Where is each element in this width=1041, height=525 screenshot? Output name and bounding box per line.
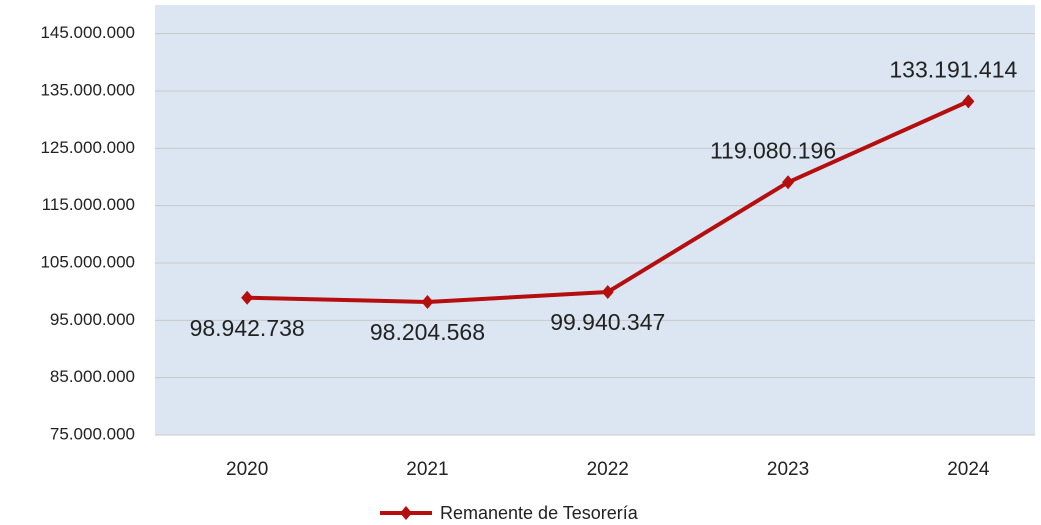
y-tick-label: 125.000.000	[40, 138, 135, 157]
y-tick-label: 75.000.000	[50, 424, 135, 443]
marker	[962, 94, 975, 109]
y-tick-label: 105.000.000	[40, 252, 135, 271]
legend-marker	[400, 506, 412, 520]
data-label: 98.942.738	[190, 315, 305, 341]
plot-area	[155, 5, 1035, 435]
x-tick-label: 2024	[947, 459, 990, 480]
marker	[782, 175, 795, 190]
y-tick-label: 135.000.000	[40, 80, 135, 99]
data-label: 99.940.347	[550, 309, 665, 335]
y-tick-label: 145.000.000	[40, 23, 135, 42]
legend-label: Remanente de Tesorería	[440, 503, 639, 523]
y-tick-label: 85.000.000	[50, 367, 135, 386]
y-tick-label: 115.000.000	[42, 195, 135, 214]
data-label: 133.191.414	[889, 56, 1017, 82]
data-label: 119.080.196	[710, 137, 836, 163]
marker	[421, 294, 434, 309]
x-tick-label: 2021	[406, 459, 448, 480]
y-tick-label: 95.000.000	[50, 310, 135, 329]
x-tick-label: 2020	[226, 459, 268, 480]
x-tick-label: 2022	[587, 459, 629, 480]
x-tick-label: 2023	[767, 459, 809, 480]
marker	[241, 290, 254, 305]
marker	[601, 285, 614, 300]
data-label: 98.204.568	[370, 319, 485, 345]
